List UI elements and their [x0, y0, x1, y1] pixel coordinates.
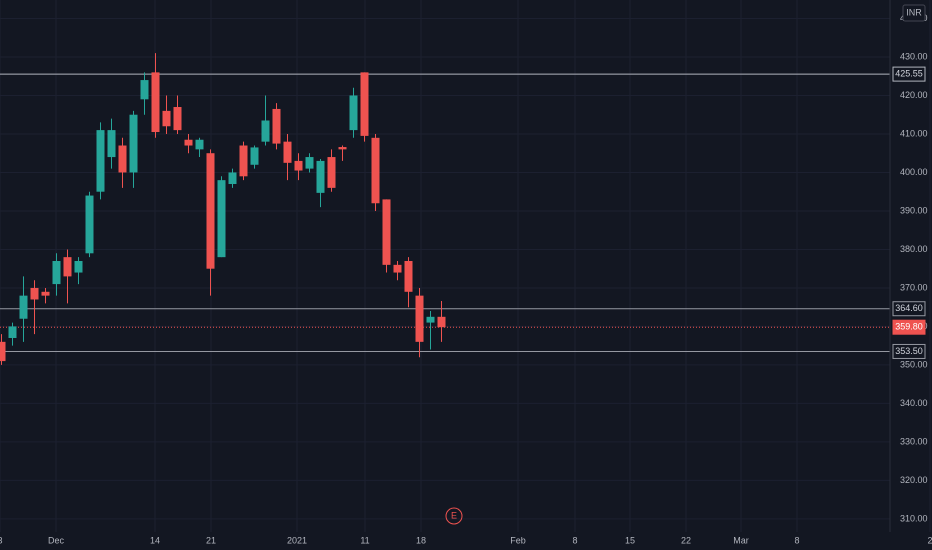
x-tick-label: Dec [48, 535, 65, 545]
y-tick-label: 340.00 [900, 398, 928, 408]
candle-body [272, 108, 281, 144]
x-tick-label: Mar [733, 535, 749, 545]
price-level-label: 425.55 [895, 68, 923, 78]
candle-body [217, 180, 226, 258]
candle-body [107, 130, 116, 158]
candle-body [437, 316, 446, 328]
x-tick-label: 3 [0, 535, 3, 545]
candle-body [426, 316, 435, 323]
candle-body [415, 295, 424, 342]
candle-body [338, 147, 347, 150]
candle-body [52, 260, 61, 285]
candle-body [8, 326, 17, 338]
x-tick-label: 2 [927, 535, 932, 545]
price-level-box [892, 301, 926, 317]
candle-body [349, 95, 358, 131]
x-tick-label: 8 [794, 535, 799, 545]
candle-body [63, 257, 72, 277]
candle-body [228, 172, 237, 185]
y-tick-label: 320.00 [900, 475, 928, 485]
y-tick-label: 390.00 [900, 205, 928, 215]
x-tick-label: 14 [150, 535, 160, 545]
candle-body [151, 72, 160, 133]
candle-body [261, 120, 270, 142]
candle-body [250, 147, 259, 165]
earnings-label: E [451, 510, 457, 520]
candle-body [184, 139, 193, 146]
candle-body [371, 137, 380, 204]
candle-body [393, 264, 402, 273]
price-level-box [892, 319, 926, 335]
y-tick-label: 430.00 [900, 51, 928, 61]
candle-body [294, 160, 303, 171]
candle-body [173, 107, 182, 131]
axis: 310.00320.00330.00340.00350.00360.00370.… [0, 13, 932, 546]
y-tick-label: 380.00 [900, 244, 928, 254]
y-tick-label: 330.00 [900, 436, 928, 446]
candle-body [206, 153, 215, 269]
candle-body [96, 130, 105, 192]
price-level-box [892, 66, 926, 82]
currency-label: INR [906, 7, 922, 17]
y-tick-label: 400.00 [900, 167, 928, 177]
candle-body [74, 260, 83, 273]
candle-body [360, 72, 369, 136]
y-tick-label: 410.00 [900, 128, 928, 138]
price-level-label: 353.50 [895, 346, 923, 356]
y-tick-label: 370.00 [900, 282, 928, 292]
price-level-box [892, 343, 926, 359]
candle-body [382, 199, 391, 265]
candle-body [327, 157, 336, 188]
candle-body [404, 260, 413, 292]
candle-body [30, 287, 39, 300]
candle-body [0, 341, 6, 362]
y-tick-label: 310.00 [900, 513, 928, 523]
x-tick-label: 8 [572, 535, 577, 545]
y-tick-label: 420.00 [900, 90, 928, 100]
earnings-marker[interactable]: E [445, 507, 463, 525]
x-tick-label: 2021 [287, 535, 307, 545]
currency-badge[interactable]: INR [902, 4, 926, 22]
x-tick-label: Feb [510, 535, 526, 545]
x-tick-label: 22 [681, 535, 691, 545]
candle-body [129, 114, 138, 173]
candle-body [19, 295, 28, 319]
candle-body [195, 139, 204, 150]
candle-body [239, 145, 248, 177]
candle-body [162, 110, 171, 127]
earnings-circle [445, 507, 463, 525]
candle-body [305, 157, 314, 169]
candle-body [283, 141, 292, 163]
currency-box [902, 4, 926, 22]
candle-body [85, 195, 94, 254]
x-tick-label: 18 [416, 535, 426, 545]
price-level-label: 364.60 [895, 303, 923, 313]
price-level-label: 359.80 [895, 322, 923, 332]
candle-body [118, 145, 127, 173]
y-tick-label: 350.00 [900, 359, 928, 369]
candle-body [41, 291, 50, 296]
x-tick-label: 21 [206, 535, 216, 545]
candles [0, 53, 446, 365]
candle-body [316, 160, 325, 193]
candle-body [140, 80, 149, 100]
x-tick-label: 11 [360, 535, 369, 545]
x-tick-label: 15 [625, 535, 635, 545]
